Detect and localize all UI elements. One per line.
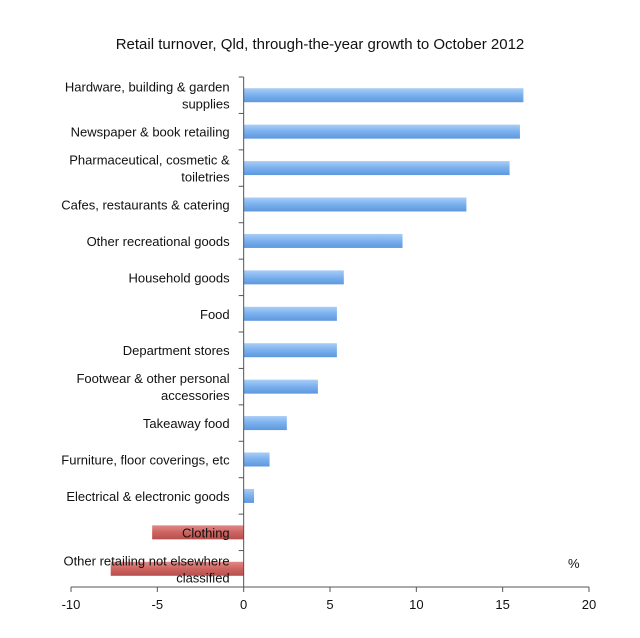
category-label-6: Food bbox=[200, 307, 230, 322]
bar-9 bbox=[243, 416, 287, 431]
x-tick-label-3: 5 bbox=[326, 597, 333, 612]
category-label-9: Takeaway food bbox=[143, 416, 230, 431]
x-tick-label-0: -10 bbox=[62, 597, 81, 612]
bar-0 bbox=[243, 88, 524, 103]
x-tick-label-6: 20 bbox=[582, 597, 596, 612]
category-label-1: Newspaper & book retailing bbox=[71, 125, 230, 140]
category-label-3: Cafes, restaurants & catering bbox=[61, 198, 229, 213]
chart-title: Retail turnover, Qld, through-the-year g… bbox=[115, 36, 525, 53]
category-label-5: Household goods bbox=[128, 270, 230, 285]
category-label-0: Hardware, building & garden supplies bbox=[65, 80, 230, 112]
category-label-7: Department stores bbox=[123, 343, 230, 358]
bar-13 bbox=[110, 561, 244, 576]
category-label-2: Pharmaceutical, cosmetic & toiletries bbox=[69, 153, 230, 185]
bar-2 bbox=[243, 161, 510, 176]
unit-label: % bbox=[568, 556, 580, 571]
category-label-8: Footwear & other personal accessories bbox=[76, 371, 230, 403]
bar-1 bbox=[243, 124, 520, 139]
x-tick-label-4: 10 bbox=[409, 597, 423, 612]
bar-6 bbox=[243, 306, 337, 321]
bar-5 bbox=[243, 270, 344, 285]
category-label-10: Furniture, floor coverings, etc bbox=[61, 453, 230, 468]
category-label-13: Other retailing not elsewhere classified bbox=[63, 553, 229, 585]
category-label-11: Electrical & electronic goods bbox=[66, 489, 230, 504]
x-tick-label-5: 15 bbox=[495, 597, 509, 612]
bar-8 bbox=[243, 379, 318, 394]
bar-4 bbox=[243, 233, 403, 248]
category-label-4: Other recreational goods bbox=[87, 234, 231, 249]
bar-7 bbox=[243, 343, 337, 358]
bar-12 bbox=[152, 525, 244, 540]
bar-3 bbox=[243, 197, 467, 212]
x-tick-label-1: -5 bbox=[152, 597, 164, 612]
category-label-12: Clothing bbox=[182, 525, 230, 540]
bar-10 bbox=[243, 452, 270, 467]
bar-11 bbox=[243, 488, 255, 503]
x-tick-label-2: 0 bbox=[240, 597, 247, 612]
